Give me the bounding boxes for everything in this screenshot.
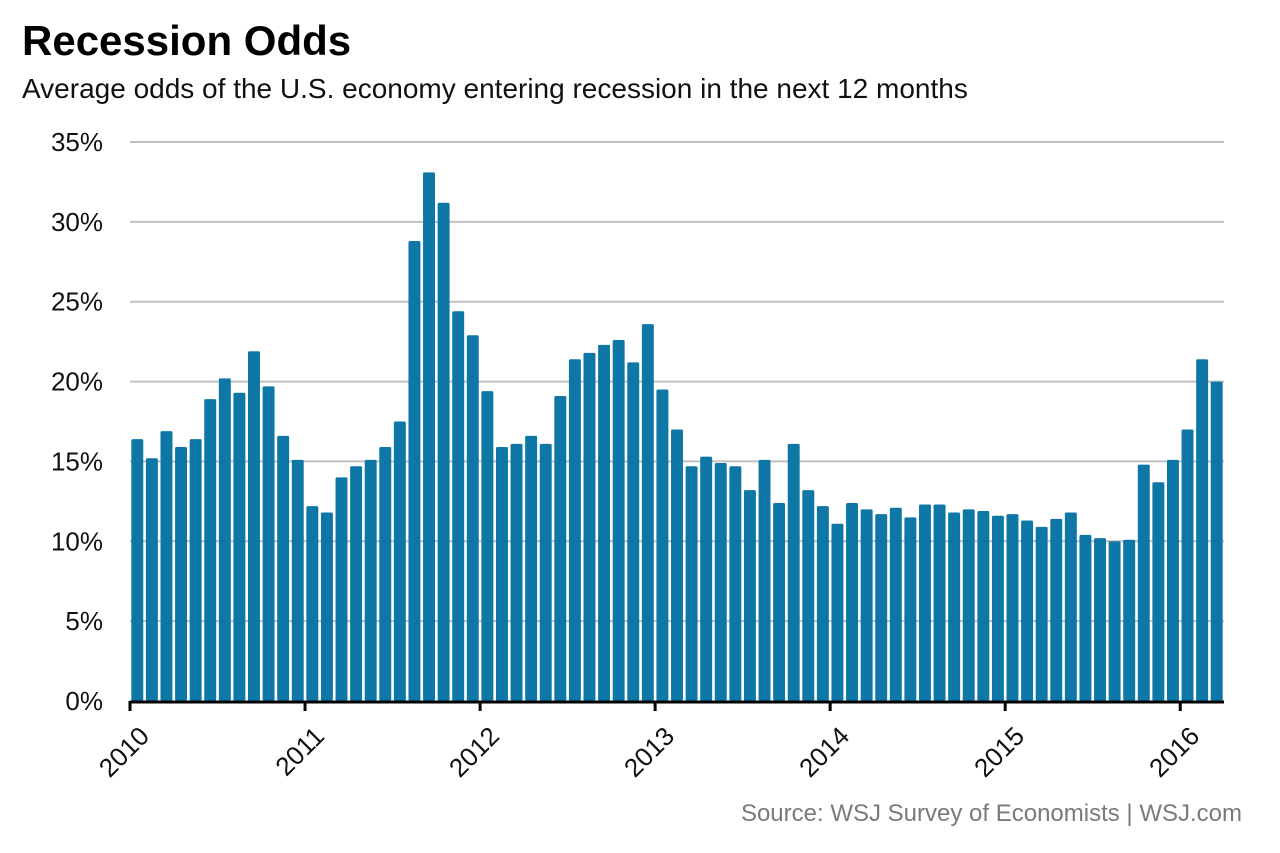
bar-2015-01 xyxy=(1006,514,1019,701)
bar-2010-08 xyxy=(233,392,246,701)
chart-subtitle: Average odds of the U.S. economy enterin… xyxy=(22,73,968,104)
bar-2014-05 xyxy=(889,507,902,701)
bar-2013-06 xyxy=(729,466,742,701)
bar-2013-10 xyxy=(787,443,800,701)
bar-2010-03 xyxy=(160,431,173,701)
bar-2016-03 xyxy=(1210,381,1223,701)
bar-2012-03 xyxy=(510,443,523,701)
bar-2012-06 xyxy=(554,395,567,701)
bar-2014-02 xyxy=(846,502,859,701)
bar-2011-03 xyxy=(335,477,348,701)
bar-2014-10 xyxy=(962,509,975,701)
bar-2013-04 xyxy=(700,456,713,701)
x-axis-ticks: 2010 2011 2012 2013 2014 2015 2016 xyxy=(93,701,1205,783)
bar-2011-06 xyxy=(379,447,392,701)
bar-2015-04 xyxy=(1050,518,1063,701)
y-tick-label: 10% xyxy=(51,526,103,556)
bar-2012-10 xyxy=(612,340,625,701)
bar-2011-09 xyxy=(423,172,436,702)
bar-2010-05 xyxy=(189,439,202,701)
bar-2011-11 xyxy=(452,311,465,701)
bar-2013-07 xyxy=(743,490,756,701)
bar-2012-07 xyxy=(568,359,581,701)
y-axis-ticks: 0% 5% 10% 15% 20% 25% 30% 35% xyxy=(51,127,103,716)
bar-2012-08 xyxy=(583,352,596,701)
bar-2014-09 xyxy=(948,512,961,701)
x-tick-label: 2010 xyxy=(93,721,155,783)
bar-2013-09 xyxy=(773,502,786,701)
bar-2010-04 xyxy=(175,447,188,701)
x-tick-label: 2014 xyxy=(793,721,855,783)
bar-2015-07 xyxy=(1094,538,1106,701)
bar-2011-01 xyxy=(306,506,319,701)
y-tick-label: 5% xyxy=(65,606,103,636)
bar-2010-07 xyxy=(218,378,231,701)
chart-title: Recession Odds xyxy=(22,17,352,64)
x-tick-label: 2015 xyxy=(968,721,1030,783)
bar-2012-09 xyxy=(598,344,611,701)
bar-2011-04 xyxy=(350,466,363,701)
bar-2016-02 xyxy=(1196,359,1209,701)
y-tick-label: 15% xyxy=(51,446,103,476)
bar-2012-05 xyxy=(539,443,552,701)
bar-2015-02 xyxy=(1021,520,1034,701)
bar-2013-03 xyxy=(685,466,698,701)
y-tick-label: 25% xyxy=(51,287,103,317)
bar-2014-12 xyxy=(991,515,1004,701)
y-tick-label: 35% xyxy=(51,127,103,157)
bar-2010-12 xyxy=(291,459,304,701)
bar-2012-11 xyxy=(627,362,640,701)
bar-2013-05 xyxy=(714,463,727,701)
bar-2016-01 xyxy=(1181,429,1194,701)
bar-2011-05 xyxy=(364,459,377,701)
bar-2012-01 xyxy=(481,391,494,701)
y-tick-label: 20% xyxy=(51,367,103,397)
bar-2014-06 xyxy=(904,517,917,701)
bar-2010-09 xyxy=(248,351,260,701)
bar-2011-02 xyxy=(320,512,333,701)
bar-2013-02 xyxy=(671,429,683,701)
bar-2015-11 xyxy=(1152,482,1165,701)
x-tick-label: 2011 xyxy=(269,721,330,782)
x-tick-label: 2012 xyxy=(443,721,505,783)
bar-2012-12 xyxy=(641,324,654,701)
bar-2011-10 xyxy=(437,202,450,702)
bar-2010-11 xyxy=(277,435,290,701)
bar-2013-08 xyxy=(758,459,771,701)
x-tick-label: 2016 xyxy=(1143,721,1205,783)
bar-2013-01 xyxy=(656,389,669,701)
bar-2011-08 xyxy=(408,241,421,701)
y-tick-label: 0% xyxy=(65,686,103,716)
x-tick-label: 2013 xyxy=(618,721,680,783)
bar-2013-11 xyxy=(802,490,815,701)
bar-2014-04 xyxy=(875,514,888,701)
bar-2010-10 xyxy=(262,386,275,701)
bar-2013-12 xyxy=(816,506,829,701)
bar-2015-05 xyxy=(1064,512,1077,701)
bar-2010-06 xyxy=(204,399,217,701)
bar-2015-08 xyxy=(1108,541,1121,701)
bar-2014-01 xyxy=(831,523,844,701)
bar-2015-06 xyxy=(1079,534,1092,701)
bars xyxy=(131,172,1223,702)
bar-2014-08 xyxy=(933,504,946,701)
bar-2010-02 xyxy=(145,458,158,701)
bar-2014-07 xyxy=(918,504,931,701)
bar-2011-07 xyxy=(393,421,406,701)
bar-2014-11 xyxy=(977,510,990,701)
bar-2015-10 xyxy=(1137,464,1150,701)
bar-2015-09 xyxy=(1123,539,1136,701)
bar-2015-12 xyxy=(1166,459,1179,701)
bar-2011-12 xyxy=(466,335,479,701)
bar-2012-02 xyxy=(495,447,508,701)
bar-2014-03 xyxy=(860,509,873,701)
bar-2010-01 xyxy=(131,439,144,701)
source-note: Source: WSJ Survey of Economists | WSJ.c… xyxy=(740,800,1242,827)
bar-2012-04 xyxy=(525,435,538,701)
bar-2015-03 xyxy=(1035,526,1048,701)
y-tick-label: 30% xyxy=(51,207,103,237)
